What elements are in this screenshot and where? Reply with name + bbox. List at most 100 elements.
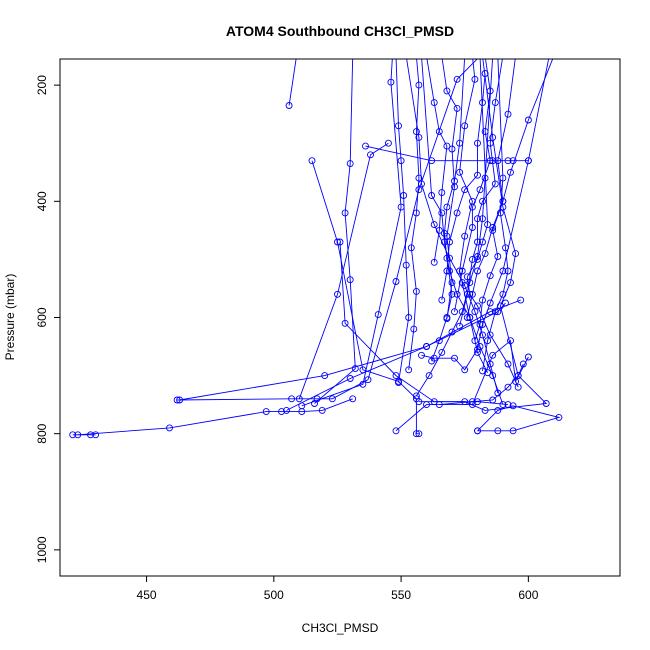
data-point bbox=[321, 372, 329, 380]
data-point bbox=[507, 279, 514, 287]
data-point bbox=[328, 395, 336, 403]
data-point bbox=[392, 427, 400, 435]
data-point bbox=[430, 99, 438, 107]
data-point bbox=[285, 102, 293, 109]
data-point bbox=[489, 372, 497, 380]
series-23 bbox=[456, 59, 492, 377]
data-point bbox=[418, 180, 425, 188]
axes-layer: 450 500 550 600 200 400 600 800 1000 bbox=[35, 75, 539, 602]
data-point bbox=[425, 372, 433, 380]
data-point bbox=[494, 253, 502, 260]
series-layer bbox=[69, 59, 563, 439]
data-point bbox=[349, 395, 357, 403]
series-line bbox=[77, 398, 353, 436]
data-point bbox=[374, 311, 382, 319]
data-point bbox=[481, 174, 489, 182]
series-line bbox=[314, 59, 356, 404]
series-30 bbox=[362, 142, 532, 165]
data-point bbox=[451, 308, 458, 316]
series-27 bbox=[428, 59, 467, 365]
y-axis-label: Pressure (mbar) bbox=[3, 274, 17, 361]
data-point bbox=[359, 380, 367, 388]
data-point bbox=[489, 226, 497, 234]
data-point bbox=[415, 81, 423, 89]
data-point bbox=[334, 238, 341, 246]
data-point bbox=[486, 308, 494, 316]
data-point bbox=[461, 232, 469, 240]
series-29 bbox=[394, 59, 413, 387]
data-point bbox=[415, 430, 423, 438]
data-point bbox=[456, 322, 464, 330]
data-point bbox=[346, 160, 354, 168]
data-point bbox=[507, 168, 514, 176]
data-point bbox=[364, 376, 372, 384]
data-point bbox=[481, 406, 489, 414]
data-point bbox=[402, 261, 410, 269]
series-line bbox=[474, 59, 554, 341]
data-point bbox=[400, 192, 408, 199]
data-point bbox=[474, 171, 481, 179]
data-point bbox=[387, 78, 395, 86]
series-line bbox=[301, 59, 402, 407]
data-point bbox=[494, 406, 502, 414]
x-tick-label: 500 bbox=[264, 588, 284, 602]
data-point bbox=[494, 308, 502, 316]
data-point bbox=[524, 353, 532, 361]
data-point bbox=[479, 331, 486, 339]
data-point bbox=[446, 238, 453, 246]
data-point bbox=[474, 253, 481, 260]
data-point bbox=[468, 398, 476, 406]
series-line bbox=[454, 59, 491, 312]
data-point bbox=[430, 221, 438, 229]
data-point bbox=[451, 177, 458, 185]
data-point bbox=[288, 395, 296, 403]
y-tick-label: 600 bbox=[35, 307, 49, 327]
y-tick-label: 1000 bbox=[35, 536, 49, 563]
data-point bbox=[504, 383, 512, 391]
data-point bbox=[438, 209, 446, 217]
data-point bbox=[443, 314, 451, 321]
series-15 bbox=[424, 59, 451, 266]
data-point bbox=[479, 296, 486, 304]
data-point bbox=[471, 75, 479, 83]
series-9 bbox=[285, 59, 297, 109]
series-25 bbox=[419, 59, 507, 409]
series-28 bbox=[412, 59, 495, 400]
data-point bbox=[415, 133, 423, 141]
data-point bbox=[418, 351, 425, 359]
data-point bbox=[412, 128, 420, 136]
data-point bbox=[415, 186, 423, 194]
data-point bbox=[461, 122, 469, 130]
data-point bbox=[428, 157, 436, 165]
data-point bbox=[476, 186, 484, 194]
data-point bbox=[392, 278, 400, 285]
data-point bbox=[438, 189, 446, 197]
data-point bbox=[443, 203, 451, 211]
series-line bbox=[339, 241, 509, 406]
series-24 bbox=[404, 59, 502, 397]
data-point bbox=[524, 157, 532, 165]
series-line bbox=[365, 145, 529, 162]
data-point bbox=[489, 133, 497, 141]
data-point bbox=[428, 192, 436, 199]
data-point bbox=[555, 413, 563, 421]
data-point bbox=[494, 427, 502, 435]
series-31 bbox=[435, 360, 527, 409]
data-point bbox=[166, 424, 173, 432]
data-point bbox=[346, 375, 354, 382]
data-point bbox=[453, 104, 461, 112]
data-point bbox=[461, 366, 469, 374]
data-point bbox=[415, 398, 423, 406]
data-point bbox=[443, 254, 451, 262]
data-point bbox=[504, 157, 512, 165]
data-point bbox=[262, 408, 270, 416]
data-point bbox=[484, 337, 492, 345]
data-point bbox=[295, 395, 303, 403]
data-point bbox=[502, 299, 509, 307]
data-point bbox=[512, 250, 520, 258]
data-point bbox=[514, 372, 522, 380]
data-point bbox=[92, 431, 100, 439]
data-point bbox=[308, 157, 316, 165]
data-point bbox=[474, 302, 481, 310]
data-point bbox=[468, 255, 476, 263]
